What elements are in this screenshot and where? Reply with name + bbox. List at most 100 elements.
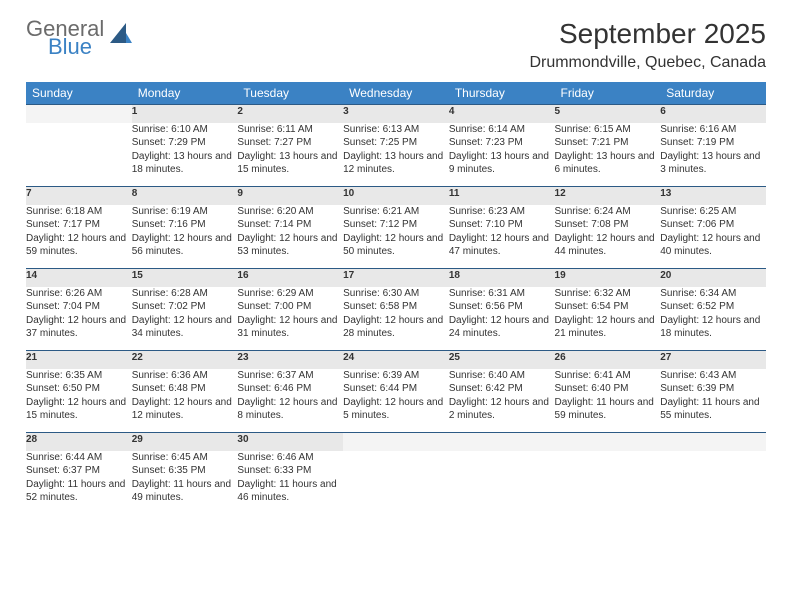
day-number-cell: 6	[660, 105, 766, 123]
sunrise-line: Sunrise: 6:43 AM	[660, 369, 766, 383]
sunrise-line: Sunrise: 6:32 AM	[555, 287, 661, 301]
sunrise-line: Sunrise: 6:21 AM	[343, 205, 449, 219]
sunset-line: Sunset: 6:54 PM	[555, 300, 661, 314]
day-number-cell	[555, 433, 661, 451]
daynum-row: 21222324252627	[26, 351, 766, 369]
sunrise-line: Sunrise: 6:15 AM	[555, 123, 661, 137]
day-content-cell: Sunrise: 6:44 AMSunset: 6:37 PMDaylight:…	[26, 451, 132, 515]
day-content-cell: Sunrise: 6:30 AMSunset: 6:58 PMDaylight:…	[343, 287, 449, 351]
sunrise-line: Sunrise: 6:36 AM	[132, 369, 238, 383]
sunrise-line: Sunrise: 6:24 AM	[555, 205, 661, 219]
sunset-line: Sunset: 6:35 PM	[132, 464, 238, 478]
day-content-cell: Sunrise: 6:36 AMSunset: 6:48 PMDaylight:…	[132, 369, 238, 433]
daylight-line: Daylight: 12 hours and 12 minutes.	[132, 396, 238, 423]
daynum-row: 282930	[26, 433, 766, 451]
sunset-line: Sunset: 7:00 PM	[237, 300, 343, 314]
day-content-cell: Sunrise: 6:15 AMSunset: 7:21 PMDaylight:…	[555, 123, 661, 187]
daylight-line: Daylight: 12 hours and 56 minutes.	[132, 232, 238, 259]
day-number-cell: 12	[555, 187, 661, 205]
day-number-cell: 16	[237, 269, 343, 287]
day-content-cell: Sunrise: 6:10 AMSunset: 7:29 PMDaylight:…	[132, 123, 238, 187]
day-number-cell	[26, 105, 132, 123]
sunrise-line: Sunrise: 6:16 AM	[660, 123, 766, 137]
sunset-line: Sunset: 7:23 PM	[449, 136, 555, 150]
logo: General Blue	[26, 18, 134, 58]
daylight-line: Daylight: 13 hours and 18 minutes.	[132, 150, 238, 177]
sunrise-line: Sunrise: 6:35 AM	[26, 369, 132, 383]
day-number-cell: 17	[343, 269, 449, 287]
day-number-cell: 13	[660, 187, 766, 205]
day-number-cell	[660, 433, 766, 451]
sunset-line: Sunset: 7:10 PM	[449, 218, 555, 232]
day-content-cell	[555, 451, 661, 515]
sunset-line: Sunset: 7:29 PM	[132, 136, 238, 150]
day-number-cell: 1	[132, 105, 238, 123]
day-number-cell: 5	[555, 105, 661, 123]
sunset-line: Sunset: 7:14 PM	[237, 218, 343, 232]
day-number-cell: 11	[449, 187, 555, 205]
logo-sail-icon	[108, 21, 134, 47]
day-content-cell: Sunrise: 6:35 AMSunset: 6:50 PMDaylight:…	[26, 369, 132, 433]
weekday-header: Friday	[555, 82, 661, 105]
daylight-line: Daylight: 12 hours and 34 minutes.	[132, 314, 238, 341]
sunrise-line: Sunrise: 6:41 AM	[555, 369, 661, 383]
sunrise-line: Sunrise: 6:30 AM	[343, 287, 449, 301]
day-content-cell: Sunrise: 6:32 AMSunset: 6:54 PMDaylight:…	[555, 287, 661, 351]
day-content-cell: Sunrise: 6:14 AMSunset: 7:23 PMDaylight:…	[449, 123, 555, 187]
daylight-line: Daylight: 12 hours and 50 minutes.	[343, 232, 449, 259]
daylight-line: Daylight: 12 hours and 15 minutes.	[26, 396, 132, 423]
sunrise-line: Sunrise: 6:34 AM	[660, 287, 766, 301]
sunset-line: Sunset: 7:25 PM	[343, 136, 449, 150]
day-number-cell: 30	[237, 433, 343, 451]
weekday-header: Thursday	[449, 82, 555, 105]
sunrise-line: Sunrise: 6:19 AM	[132, 205, 238, 219]
sunset-line: Sunset: 6:58 PM	[343, 300, 449, 314]
day-number-cell: 18	[449, 269, 555, 287]
content-row: Sunrise: 6:10 AMSunset: 7:29 PMDaylight:…	[26, 123, 766, 187]
day-content-cell: Sunrise: 6:29 AMSunset: 7:00 PMDaylight:…	[237, 287, 343, 351]
day-content-cell	[660, 451, 766, 515]
sunrise-line: Sunrise: 6:31 AM	[449, 287, 555, 301]
daylight-line: Daylight: 11 hours and 46 minutes.	[237, 478, 343, 505]
day-content-cell: Sunrise: 6:41 AMSunset: 6:40 PMDaylight:…	[555, 369, 661, 433]
daynum-row: 123456	[26, 105, 766, 123]
daynum-row: 78910111213	[26, 187, 766, 205]
day-content-cell	[449, 451, 555, 515]
daylight-line: Daylight: 13 hours and 9 minutes.	[449, 150, 555, 177]
day-content-cell: Sunrise: 6:34 AMSunset: 6:52 PMDaylight:…	[660, 287, 766, 351]
day-number-cell: 15	[132, 269, 238, 287]
sunrise-line: Sunrise: 6:40 AM	[449, 369, 555, 383]
sunrise-line: Sunrise: 6:28 AM	[132, 287, 238, 301]
sunset-line: Sunset: 6:44 PM	[343, 382, 449, 396]
content-row: Sunrise: 6:18 AMSunset: 7:17 PMDaylight:…	[26, 205, 766, 269]
day-content-cell: Sunrise: 6:13 AMSunset: 7:25 PMDaylight:…	[343, 123, 449, 187]
content-row: Sunrise: 6:35 AMSunset: 6:50 PMDaylight:…	[26, 369, 766, 433]
content-row: Sunrise: 6:44 AMSunset: 6:37 PMDaylight:…	[26, 451, 766, 515]
day-content-cell: Sunrise: 6:31 AMSunset: 6:56 PMDaylight:…	[449, 287, 555, 351]
weekday-header: Wednesday	[343, 82, 449, 105]
daylight-line: Daylight: 12 hours and 31 minutes.	[237, 314, 343, 341]
sunrise-line: Sunrise: 6:26 AM	[26, 287, 132, 301]
sunset-line: Sunset: 7:08 PM	[555, 218, 661, 232]
day-content-cell: Sunrise: 6:40 AMSunset: 6:42 PMDaylight:…	[449, 369, 555, 433]
day-number-cell: 7	[26, 187, 132, 205]
sunset-line: Sunset: 6:48 PM	[132, 382, 238, 396]
day-number-cell: 9	[237, 187, 343, 205]
sunrise-line: Sunrise: 6:46 AM	[237, 451, 343, 465]
sunrise-line: Sunrise: 6:39 AM	[343, 369, 449, 383]
day-content-cell	[343, 451, 449, 515]
sunset-line: Sunset: 7:21 PM	[555, 136, 661, 150]
day-content-cell: Sunrise: 6:23 AMSunset: 7:10 PMDaylight:…	[449, 205, 555, 269]
sunset-line: Sunset: 6:40 PM	[555, 382, 661, 396]
day-content-cell: Sunrise: 6:24 AMSunset: 7:08 PMDaylight:…	[555, 205, 661, 269]
daylight-line: Daylight: 11 hours and 52 minutes.	[26, 478, 132, 505]
daylight-line: Daylight: 12 hours and 40 minutes.	[660, 232, 766, 259]
day-number-cell: 8	[132, 187, 238, 205]
sunset-line: Sunset: 7:17 PM	[26, 218, 132, 232]
day-content-cell: Sunrise: 6:46 AMSunset: 6:33 PMDaylight:…	[237, 451, 343, 515]
weekday-header: Saturday	[660, 82, 766, 105]
sunset-line: Sunset: 7:27 PM	[237, 136, 343, 150]
day-number-cell: 22	[132, 351, 238, 369]
month-title: September 2025	[529, 18, 766, 50]
daylight-line: Daylight: 12 hours and 28 minutes.	[343, 314, 449, 341]
